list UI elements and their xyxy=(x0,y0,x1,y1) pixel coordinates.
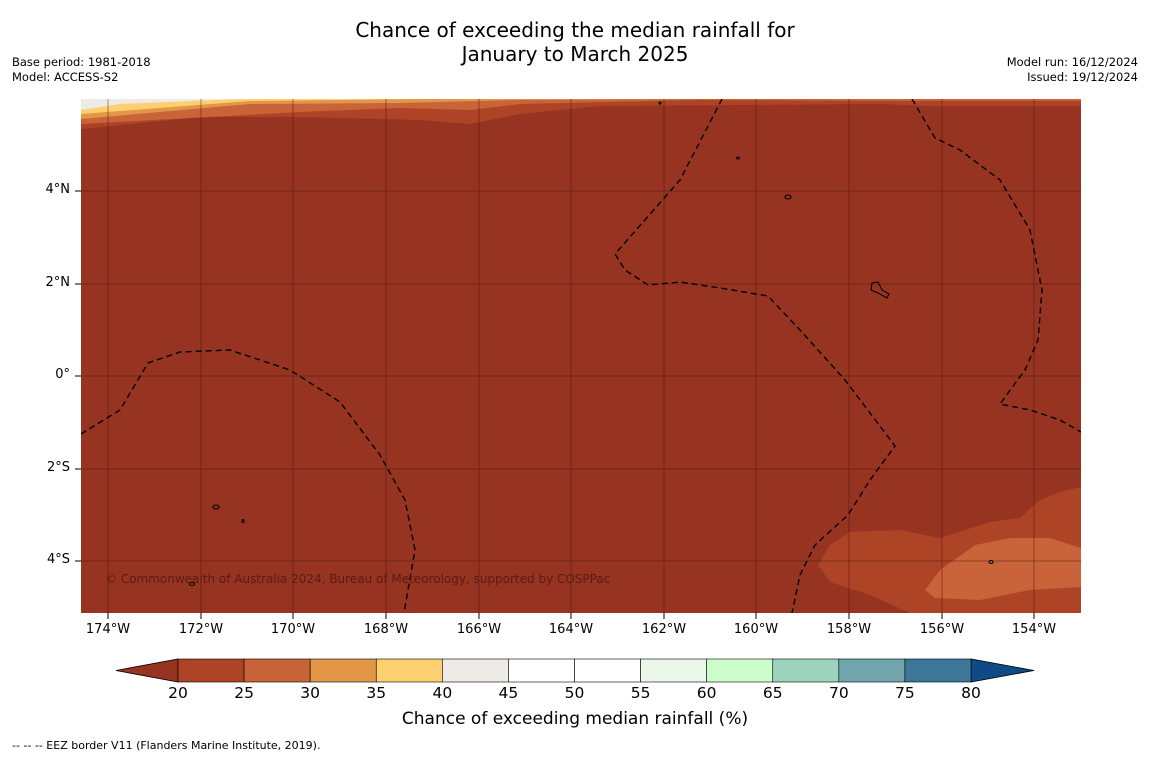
se-band-30 xyxy=(925,538,1081,600)
colorbar-swatch xyxy=(177,658,245,683)
lon-label-166w: 166°W xyxy=(456,622,502,637)
lon-label-172w: 172°W xyxy=(178,622,224,637)
model-label: Model: ACCESS-S2 xyxy=(12,70,119,84)
lon-label-170w: 170°W xyxy=(270,622,316,637)
lat-label-4s: 4°S xyxy=(46,552,70,567)
title-line-2: January to March 2025 xyxy=(461,42,689,66)
lon-label-160w: 160°W xyxy=(733,622,779,637)
colorbar-tick-label: 55 xyxy=(630,684,651,702)
colorbar-swatch xyxy=(574,658,641,683)
base-period-label: Base period: 1981-2018 xyxy=(12,55,151,69)
issued-label: Issued: 19/12/2024 xyxy=(1027,70,1138,84)
colorbar-title: Chance of exceeding median rainfall (%) xyxy=(401,709,749,729)
lon-label-164w: 164°W xyxy=(548,622,594,637)
north-band-40 xyxy=(81,99,420,114)
model-run-label: Model run: 16/12/2024 xyxy=(1006,55,1138,69)
lat-label-2s: 2°S xyxy=(46,460,70,475)
eez-borders xyxy=(81,99,1081,613)
colorbar-under-arrow xyxy=(115,658,179,683)
lon-label-162w: 162°W xyxy=(641,622,687,637)
eez-footer-note: -- -- -- EEZ border V11 (Flanders Marine… xyxy=(12,739,321,752)
north-band-35 xyxy=(81,99,700,119)
colorbar-tick-label: 35 xyxy=(366,684,387,702)
map-background xyxy=(81,99,1081,613)
colorbar-swatch xyxy=(772,658,840,683)
lon-label-168w: 168°W xyxy=(363,622,409,637)
lon-label-154w: 154°W xyxy=(1011,622,1057,637)
axis-ticks xyxy=(75,190,1035,619)
colorbar-swatch xyxy=(904,658,972,683)
lat-label-0: 0° xyxy=(55,367,70,382)
colorbar-tick-label: 20 xyxy=(168,684,188,702)
colorbar-tick-label: 45 xyxy=(498,684,519,702)
colorbar-swatch xyxy=(838,658,906,683)
meta-right: Model run: 16/12/2024 Issued: 19/12/2024 xyxy=(1007,55,1138,85)
lat-label-2n: 2°N xyxy=(45,275,71,290)
colorbar xyxy=(115,658,1035,683)
colorbar-tick-label: 70 xyxy=(828,684,849,702)
copyright-text: © Commonwealth of Australia 2024, Bureau… xyxy=(105,572,611,586)
colorbar-swatch xyxy=(442,658,509,683)
colorbar-swatch xyxy=(243,658,311,683)
title-line-1: Chance of exceeding the median rainfall … xyxy=(355,18,795,42)
colorbar-tick-label: 40 xyxy=(432,684,453,702)
islands xyxy=(188,101,994,587)
colorbar-swatch xyxy=(640,658,707,683)
meta-left: Base period: 1981-2018 Model: ACCESS-S2 xyxy=(12,55,151,85)
lon-label-156w: 156°W xyxy=(919,622,965,637)
colorbar-tick-label: 30 xyxy=(300,684,321,702)
lat-label-4n: 4°N xyxy=(45,182,71,197)
colorbar-tick-label: 25 xyxy=(234,684,254,702)
chart-title: Chance of exceeding the median rainfall … xyxy=(0,18,1150,66)
colorbar-tick-label: 50 xyxy=(564,684,585,702)
north-band-45 xyxy=(81,99,240,110)
colorbar-tick-label: 60 xyxy=(696,684,717,702)
lon-label-158w: 158°W xyxy=(826,622,872,637)
colorbar-swatch xyxy=(309,658,377,683)
colorbar-tick-label: 75 xyxy=(895,684,915,702)
graticule xyxy=(81,99,1081,613)
colorbar-swatch xyxy=(375,658,443,683)
colorbar-swatch xyxy=(508,658,575,683)
lon-label-174w: 174°W xyxy=(85,622,131,637)
colorbar-over-arrow xyxy=(970,658,1035,683)
colorbar-swatch xyxy=(706,658,774,683)
colorbar-tick-label: 80 xyxy=(961,684,981,702)
colorbar-tick-label: 65 xyxy=(762,684,783,702)
north-band-30 xyxy=(81,99,1081,124)
